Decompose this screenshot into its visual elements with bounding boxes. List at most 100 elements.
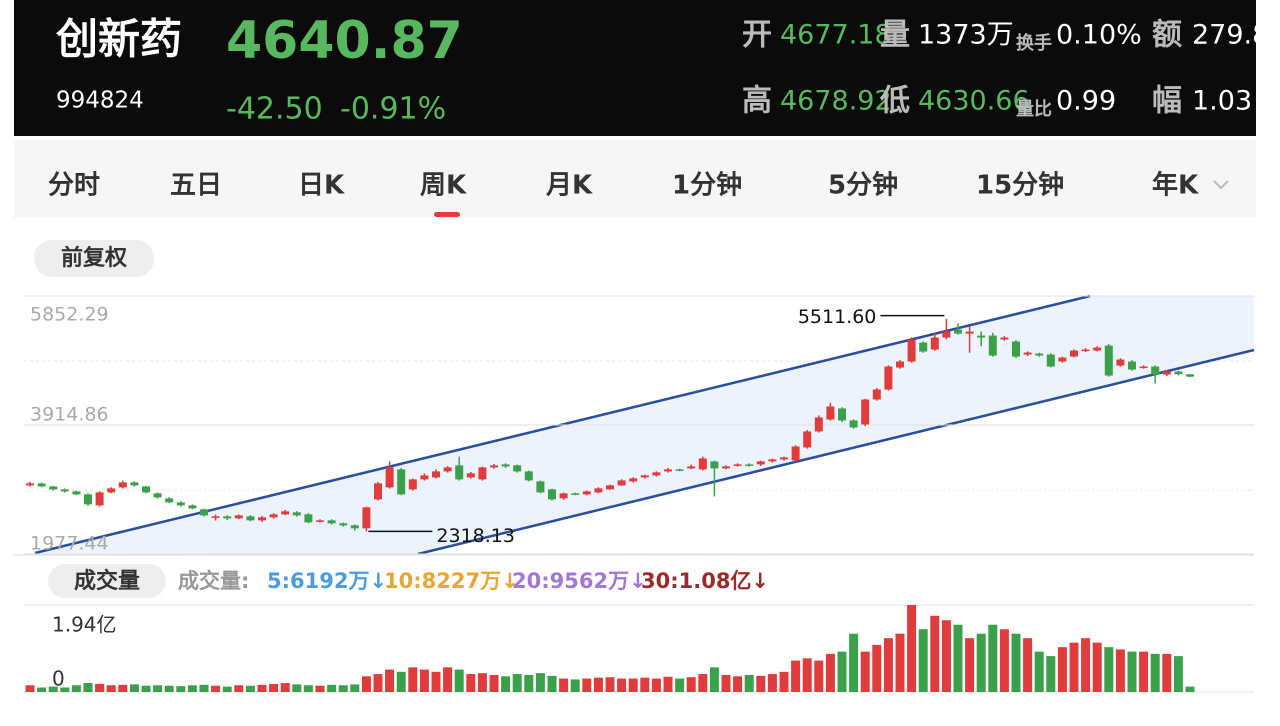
candle-body xyxy=(246,516,255,521)
volume-bar xyxy=(965,638,975,692)
volume-bar xyxy=(211,685,221,692)
candle-body xyxy=(826,406,835,420)
volume-bar xyxy=(744,674,754,692)
candle-body xyxy=(223,516,232,519)
candle-body xyxy=(838,408,846,421)
volume-bar xyxy=(617,678,627,692)
candle-body xyxy=(443,467,452,472)
tab[interactable]: 月K xyxy=(545,171,593,201)
volume-bar xyxy=(199,684,209,692)
volume-bar xyxy=(1139,651,1149,692)
volume-bar xyxy=(315,685,325,692)
candle-body xyxy=(95,492,104,506)
volume-bar xyxy=(524,674,534,692)
volume-bar xyxy=(1081,638,1091,692)
volume-bar xyxy=(872,644,882,692)
candle-body xyxy=(1139,366,1148,369)
candle-body xyxy=(803,431,812,448)
candle-body xyxy=(571,493,580,495)
candle-body xyxy=(478,467,487,480)
candle-body xyxy=(234,515,243,519)
candle-body xyxy=(942,331,951,338)
tab[interactable]: 五日 xyxy=(170,171,222,201)
stat-label: 幅 xyxy=(1152,84,1182,119)
volume-bar xyxy=(501,676,511,692)
candle-body xyxy=(60,489,69,492)
stat-value: 0.10% xyxy=(1056,20,1142,51)
adjust-label[interactable]: 前复权 xyxy=(61,245,128,271)
tab[interactable]: 周K xyxy=(420,171,467,201)
volume-bar xyxy=(651,678,661,692)
volume-bar xyxy=(559,678,569,692)
header-bg xyxy=(14,0,1256,136)
dropdown-icon xyxy=(1213,180,1229,190)
candle-body xyxy=(408,479,417,490)
volume-bar xyxy=(802,658,812,692)
tab[interactable]: 1分钟 xyxy=(672,170,742,201)
volume-bar xyxy=(431,671,441,692)
candle-body xyxy=(153,493,162,498)
volume-bar xyxy=(999,629,1009,692)
candle-body xyxy=(258,517,266,521)
candle-body xyxy=(1104,345,1113,376)
candle-body xyxy=(849,420,858,428)
volume-bar xyxy=(733,676,743,692)
candle-body xyxy=(455,465,464,480)
volume-bar xyxy=(767,674,777,692)
tab[interactable]: 年K xyxy=(1152,170,1199,201)
adjust-pill[interactable] xyxy=(34,240,154,277)
candle-body xyxy=(420,475,429,480)
candle-body xyxy=(165,498,174,503)
volume-bar xyxy=(257,684,267,692)
candle-body xyxy=(617,480,626,486)
volume-bar xyxy=(1127,651,1137,692)
candle-body xyxy=(524,471,533,481)
candle-body xyxy=(1023,352,1032,355)
volume-bar xyxy=(593,677,603,692)
candle-body xyxy=(988,335,997,356)
volume-bar xyxy=(234,685,244,692)
legend-item: 5:6192万↓ xyxy=(267,569,387,593)
volume-bar xyxy=(1046,656,1056,692)
candle-body xyxy=(896,361,904,368)
candle-body xyxy=(965,331,974,334)
tab[interactable]: 5分钟 xyxy=(828,170,898,201)
volume-bar xyxy=(25,685,35,692)
volume-bar xyxy=(141,685,151,692)
y-tick-label: 1977.44 xyxy=(30,533,109,555)
volume-pill[interactable] xyxy=(48,564,166,598)
volume-bar xyxy=(338,685,348,692)
volume-bar xyxy=(791,660,801,692)
candle-body xyxy=(118,482,127,488)
volume-bar xyxy=(303,685,313,692)
candle-body xyxy=(269,514,278,518)
candle-body xyxy=(350,525,359,529)
stat-value: 1.03 xyxy=(1192,86,1252,117)
candle-body xyxy=(107,488,116,493)
stat-label: 量 xyxy=(880,18,910,53)
volume-bar xyxy=(883,638,893,692)
volume-title[interactable]: 成交量 xyxy=(74,568,140,594)
volume-bar xyxy=(477,673,487,692)
volume-bar xyxy=(918,629,928,692)
candle-body xyxy=(72,491,81,495)
volume-bar xyxy=(941,620,951,692)
candle-body xyxy=(327,520,336,524)
volume-bar xyxy=(164,685,174,692)
candle-body xyxy=(954,329,962,334)
candle-body xyxy=(652,472,661,476)
candle-body xyxy=(861,399,870,425)
volume-bar xyxy=(153,685,163,692)
volume-bar xyxy=(106,685,116,692)
volume-bar xyxy=(489,674,499,692)
tab[interactable]: 分时 xyxy=(48,171,100,201)
tab[interactable]: 15分钟 xyxy=(976,170,1064,201)
tab[interactable]: 日K xyxy=(298,171,345,201)
candle-body xyxy=(756,461,765,465)
volume-bar xyxy=(350,684,360,692)
stat-label: 量比 xyxy=(1016,98,1052,120)
volume-bar xyxy=(895,633,905,692)
volume-bar xyxy=(385,669,395,692)
volume-bar xyxy=(709,667,719,692)
